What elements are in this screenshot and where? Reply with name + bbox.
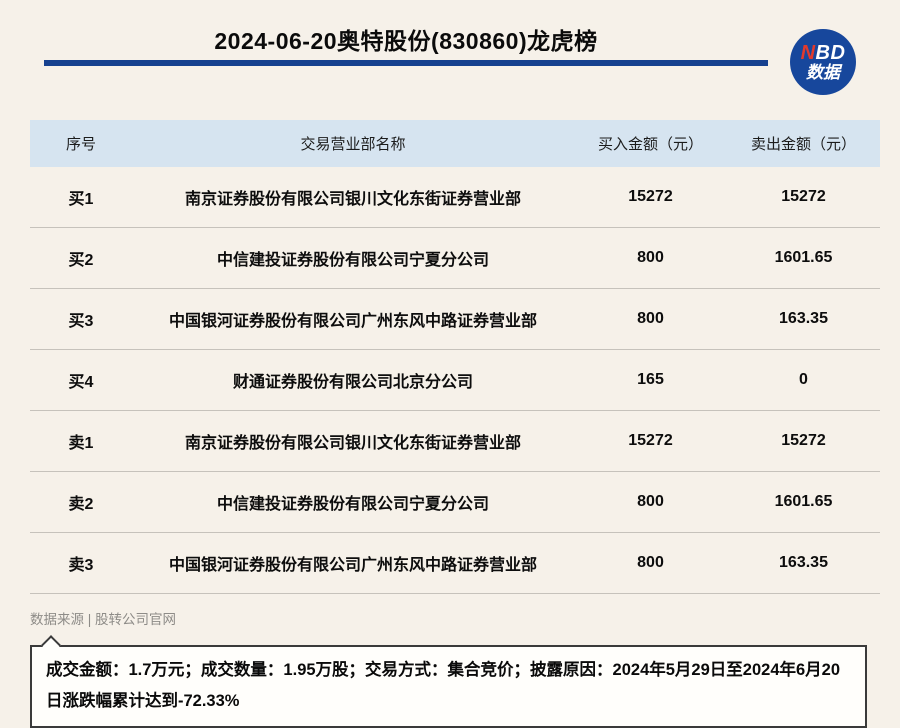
buy-amount-cell: 15272 — [628, 432, 673, 449]
table-row: 卖2 中信建投证券股份有限公司宁夏分公司 800 1601.65 — [30, 472, 880, 533]
note-callout-box: 成交金额：1.7万元；成交数量：1.95万股；交易方式：集合竞价；披露原因：20… — [30, 635, 867, 728]
buy-amount-cell: 800 — [637, 493, 664, 510]
rank-cell: 买3 — [68, 313, 94, 330]
nbd-logo-n: N — [800, 41, 816, 64]
sell-amount-cell: 163.35 — [779, 554, 828, 571]
buy-amount-cell: 165 — [637, 371, 664, 388]
buy-amount-cell: 800 — [637, 249, 664, 266]
sell-amount-cell: 163.35 — [779, 310, 828, 327]
rank-cell: 买1 — [68, 191, 94, 208]
sell-amount-cell: 0 — [799, 371, 808, 388]
buy-amount-cell: 15272 — [628, 188, 673, 205]
rank-cell: 买4 — [68, 374, 94, 391]
col-header-rank: 序号 — [65, 136, 96, 153]
rank-cell: 卖1 — [68, 435, 94, 452]
nbd-logo-bd: BD — [815, 41, 846, 64]
note-text: 成交金额：1.7万元；成交数量：1.95万股；交易方式：集合竞价；披露原因：20… — [46, 661, 841, 710]
rank-cell: 卖3 — [68, 557, 94, 574]
buy-amount-cell: 800 — [637, 310, 664, 327]
sell-amount-cell: 15272 — [781, 432, 826, 449]
nbd-logo-text: NBD — [800, 41, 846, 64]
table-row: 买1 南京证券股份有限公司银川文化东街证券营业部 15272 15272 — [30, 167, 880, 228]
sell-amount-cell: 15272 — [781, 188, 826, 205]
table-header-row: 序号 交易营业部名称 买入金额（元） 卖出金额（元） — [30, 120, 880, 167]
callout-pointer — [41, 635, 61, 655]
broker-name-cell: 财通证券股份有限公司北京分公司 — [232, 374, 473, 391]
table-row: 买4 财通证券股份有限公司北京分公司 165 0 — [30, 350, 880, 411]
page-header: 2024-06-20奥特股份(830860)龙虎榜 NBD 数据 — [0, 0, 900, 110]
nbd-logo: NBD 数据 — [790, 29, 856, 95]
col-header-buy: 买入金额（元） — [597, 136, 703, 153]
page-title-wrap: 2024-06-20奥特股份(830860)龙虎榜 — [44, 22, 768, 56]
rank-cell: 买2 — [68, 252, 94, 269]
lhb-table: 序号 交易营业部名称 买入金额（元） 卖出金额（元） 买1 南京证券股份有限公司银川文化… — [30, 120, 880, 594]
table-body: 买1 南京证券股份有限公司银川文化东街证券营业部 15272 15272 买2 中信建投证… — [30, 167, 880, 594]
broker-name-cell: 中信建投证券股份有限公司宁夏分公司 — [216, 496, 489, 513]
table-row: 卖1 南京证券股份有限公司银川文化东街证券营业部 15272 15272 — [30, 411, 880, 472]
buy-amount-cell: 800 — [637, 554, 664, 571]
rank-cell: 卖2 — [68, 496, 94, 513]
broker-name-cell: 南京证券股份有限公司银川文化东街证券营业部 — [184, 191, 521, 208]
col-header-sell: 卖出金额（元） — [750, 136, 856, 153]
broker-name-cell: 南京证券股份有限公司银川文化东街证券营业部 — [184, 435, 521, 452]
broker-name-cell: 中国银河证券股份有限公司广州东风中路证券营业部 — [168, 557, 537, 574]
col-header-broker: 交易营业部名称 — [300, 136, 406, 153]
table-row: 买2 中信建投证券股份有限公司宁夏分公司 800 1601.65 — [30, 228, 880, 289]
data-source-label: 数据来源 | 股转公司官网 — [30, 612, 177, 627]
nbd-logo-subtext: 数据 — [806, 62, 840, 82]
title-underline — [44, 60, 768, 66]
sell-amount-cell: 1601.65 — [774, 249, 833, 266]
page-title: 2024-06-20奥特股份(830860)龙虎榜 — [214, 28, 598, 54]
broker-name-cell: 中信建投证券股份有限公司宁夏分公司 — [216, 252, 489, 269]
table-row: 卖3 中国银河证券股份有限公司广州东风中路证券营业部 800 163.35 — [30, 533, 880, 594]
sell-amount-cell: 1601.65 — [774, 493, 833, 510]
table-row: 买3 中国银河证券股份有限公司广州东风中路证券营业部 800 163.35 — [30, 289, 880, 350]
broker-name-cell: 中国银河证券股份有限公司广州东风中路证券营业部 — [168, 313, 537, 330]
